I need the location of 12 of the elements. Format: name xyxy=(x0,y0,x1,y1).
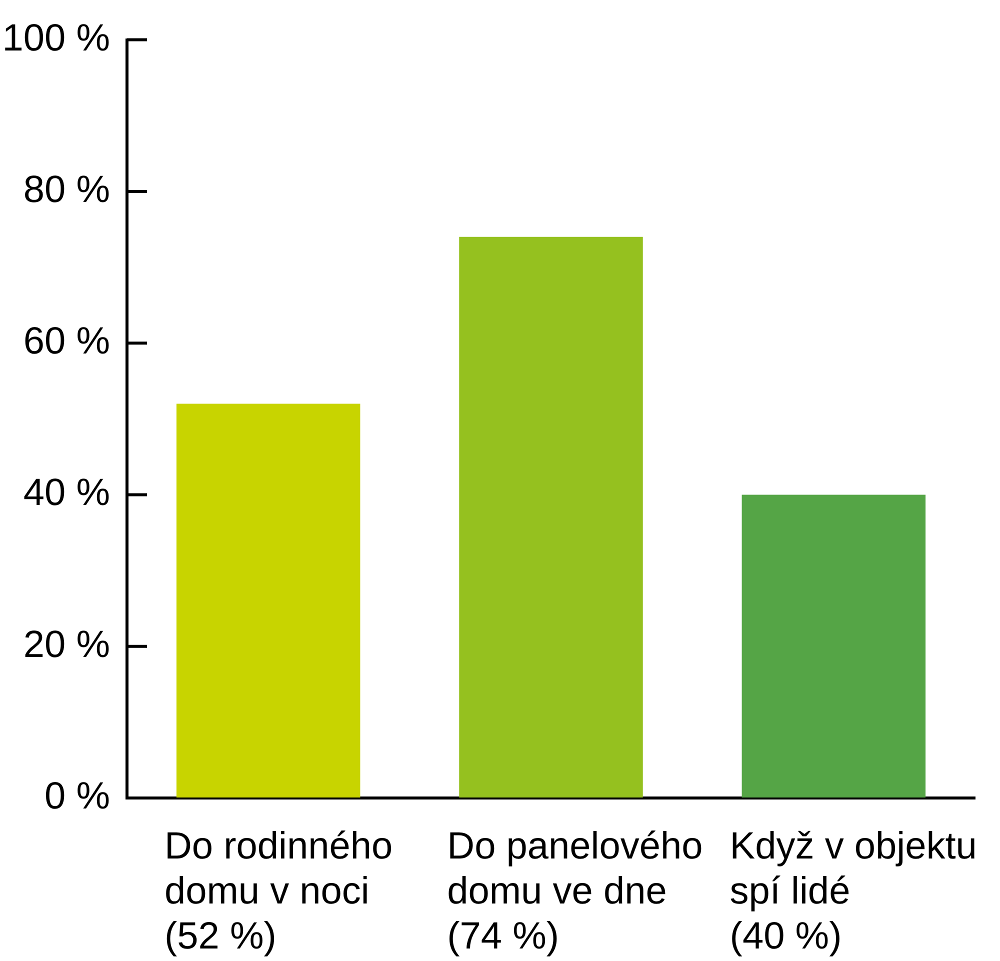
y-tick-label: 100 % xyxy=(2,17,110,60)
y-tick-label: 60 % xyxy=(23,320,110,363)
x-tick-label: Když v objektu spí lidé (40 %) xyxy=(730,825,977,958)
x-tick-label: Do rodinného domu v noci (52 %) xyxy=(164,825,393,958)
y-tick-label: 20 % xyxy=(23,624,110,666)
y-tick-label: 80 % xyxy=(23,168,110,211)
bar xyxy=(459,236,643,798)
bar xyxy=(176,404,360,798)
x-tick-label: Do panelového domu ve dne (74 %) xyxy=(447,825,703,958)
y-tick-label: 40 % xyxy=(23,472,110,514)
bar xyxy=(742,494,926,798)
y-tick-label: 0 % xyxy=(44,775,110,818)
